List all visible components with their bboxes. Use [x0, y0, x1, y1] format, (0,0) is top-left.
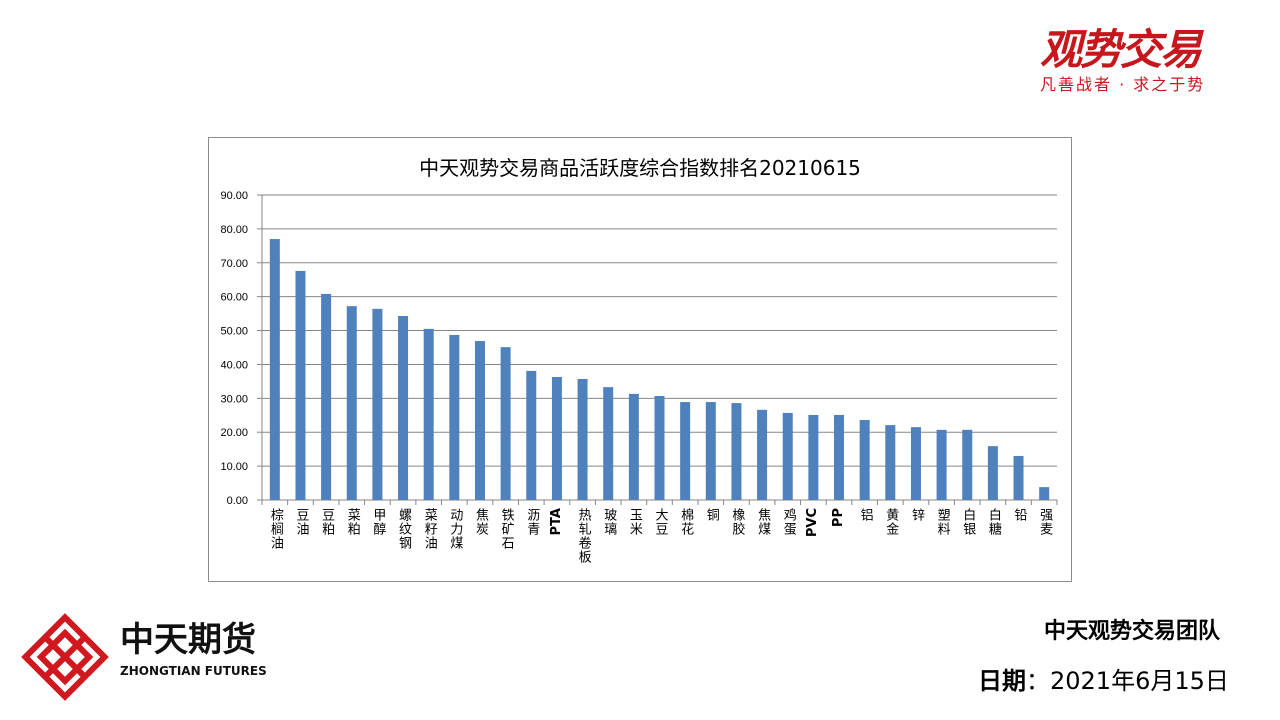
- bar: [987, 446, 998, 500]
- bar: [628, 393, 639, 500]
- report-date: 日期：2021年6月15日: [978, 666, 1229, 696]
- chart-title: 中天观势交易商品活跃度综合指数排名20210615: [419, 156, 861, 180]
- bar: [500, 347, 511, 500]
- bar: [1039, 487, 1050, 500]
- bar: [834, 414, 845, 500]
- brand-slogan: 凡善战者 · 求之于势: [1040, 75, 1206, 94]
- bar: [474, 341, 485, 500]
- y-tick-label: 70.00: [220, 258, 248, 270]
- y-tick-label: 0.00: [227, 495, 248, 507]
- y-tick-label: 40.00: [220, 359, 248, 371]
- y-tick-label: 50.00: [220, 326, 248, 338]
- bar: [295, 270, 306, 500]
- company-name-cn: 中天期货: [120, 620, 256, 660]
- bar: [423, 328, 434, 500]
- brand-logo: 观势交易 凡善战者 · 求之于势: [1040, 25, 1275, 95]
- date-value: 2021年6月15日: [1050, 667, 1229, 695]
- bar: [449, 334, 460, 500]
- y-tick-label: 80.00: [220, 224, 248, 236]
- bar: [654, 395, 665, 500]
- date-separator: ：: [1026, 667, 1050, 695]
- y-tick-label: 60.00: [220, 292, 248, 304]
- bar: [936, 429, 947, 500]
- bar: [808, 414, 819, 500]
- bar: [603, 387, 614, 500]
- bar: [1013, 455, 1024, 500]
- y-tick-label: 30.00: [220, 393, 248, 405]
- team-name: 中天观势交易团队: [1043, 619, 1220, 644]
- company-name-en: ZHONGTIAN FUTURES: [120, 664, 267, 678]
- bar: [526, 370, 537, 500]
- bar: [398, 315, 409, 500]
- date-label: 日期: [978, 667, 1026, 695]
- bar: [731, 403, 742, 500]
- bar: [551, 376, 562, 500]
- bar: [962, 429, 973, 500]
- bar: [680, 402, 691, 500]
- knot-logo-icon: [21, 613, 109, 701]
- bar: [859, 420, 870, 500]
- company-logo: 中天期货 ZHONGTIAN FUTURES: [20, 612, 267, 706]
- bar: [885, 425, 896, 500]
- bar: [577, 379, 588, 500]
- y-tick-label: 20.00: [220, 427, 248, 439]
- bar: [346, 306, 357, 500]
- bar: [705, 402, 716, 500]
- y-tick-label: 10.00: [220, 461, 248, 473]
- brand-logo-text: 观势交易: [1040, 25, 1202, 74]
- bar: [757, 409, 768, 500]
- bar: [782, 412, 793, 500]
- bar: [372, 308, 383, 500]
- y-tick-label: 90.00: [220, 190, 248, 202]
- bar: [910, 427, 921, 500]
- bar: [321, 293, 332, 500]
- bar: [269, 239, 280, 501]
